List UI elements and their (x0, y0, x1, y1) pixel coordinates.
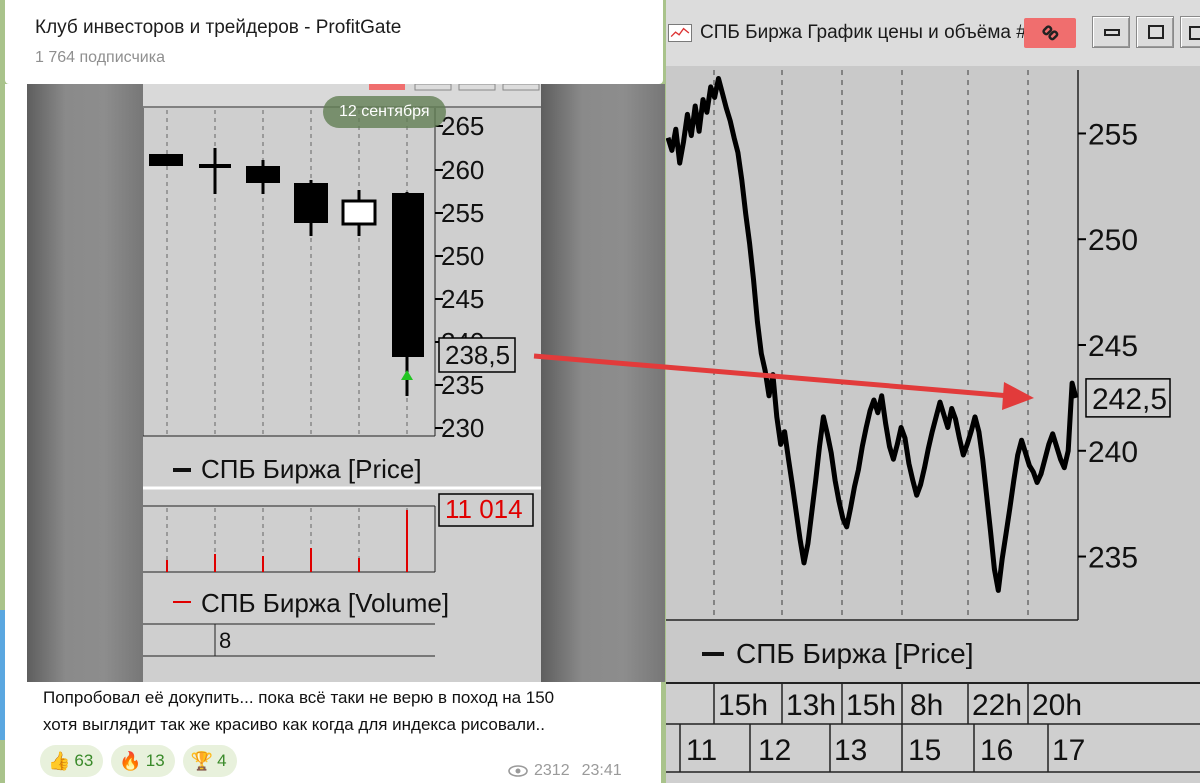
time-label: 15h (718, 689, 768, 722)
volume-bars (166, 510, 408, 572)
fire-icon: 🔥 (119, 751, 142, 771)
reaction-fire[interactable]: 🔥 13 (111, 745, 175, 777)
pin-button[interactable] (1024, 18, 1076, 48)
mini-price-tick: 265 (441, 111, 484, 141)
time-label: 8h (910, 689, 943, 722)
chart-window: СПБ Биржа График цены и объёма #2 - [5 (665, 0, 1200, 783)
date-badge: 12 сентября (323, 96, 446, 128)
eye-icon (508, 765, 528, 777)
y-tick-label: 240 (1088, 436, 1138, 469)
day-label: 15 (908, 734, 941, 767)
post-time: 23:41 (581, 762, 622, 779)
y-tick-label: 245 (1088, 330, 1138, 363)
chart-app-icon (668, 24, 692, 42)
mini-chart: 265 260 255 250 245 240 235 230 238,5 СП… (142, 84, 541, 657)
day-label: 11 (686, 734, 717, 767)
mini-price-marker: 238,5 (445, 340, 510, 370)
mini-price-tick: 235 (441, 370, 484, 400)
pin-icon (1042, 25, 1059, 41)
reaction-trophy[interactable]: 🏆 4 (182, 745, 237, 777)
mini-price-tick: 260 (441, 155, 484, 185)
post-bubble: 265 260 255 250 245 240 235 230 238,5 СП… (5, 84, 665, 783)
reaction-count: 4 (217, 751, 227, 770)
time-label: 20h (1032, 689, 1082, 722)
time-axis: 15h 13h 15h 8h 22h 20h 11 12 13 15 16 17 (666, 682, 1200, 783)
window-titlebar[interactable]: СПБ Биржа График цены и объёма #2 - [5 (666, 0, 1200, 66)
post-text-line: Попробовал её докупить... пока всё таки … (43, 688, 555, 707)
candlestick-series (149, 148, 424, 396)
day-label: 13 (834, 734, 867, 767)
mini-bottom-label: 8 (219, 628, 231, 653)
up-arrow-icon (401, 370, 413, 380)
reaction-thumbs-up[interactable]: 👍 63 (40, 745, 104, 777)
mini-volume-legend: СПБ Биржа [Volume] (201, 588, 449, 618)
time-label: 15h (846, 689, 896, 722)
legend-label: СПБ Биржа [Price] (736, 638, 974, 669)
post-meta: 2312 23:41 (508, 762, 622, 780)
y-tick-label: 250 (1088, 224, 1138, 257)
time-label: 13h (786, 689, 836, 722)
minimize-icon (1104, 29, 1120, 36)
image-margin-left (27, 84, 143, 682)
mini-chart-window: 265 260 255 250 245 240 235 230 238,5 СП… (142, 84, 541, 682)
legend-swatch (702, 652, 724, 656)
mini-price-tick: 245 (441, 284, 484, 314)
mini-price-tick: 255 (441, 198, 484, 228)
price-series-line (665, 76, 1079, 593)
post-image[interactable]: 265 260 255 250 245 240 235 230 238,5 СП… (27, 84, 665, 682)
price-chart: 255 250 245 240 235 242,5 СПБ Биржа [Pri… (665, 66, 1200, 783)
channel-header[interactable]: Клуб инвесторов и трейдеров - ProfitGate… (5, 0, 663, 84)
mini-volume-marker: 11 014 (445, 494, 523, 524)
time-axis-grid: 15h 13h 15h 8h 22h 20h 11 12 13 15 16 17 (666, 682, 1200, 773)
image-margin-right (541, 84, 665, 682)
y-tick-label: 255 (1088, 118, 1138, 151)
maximize-icon (1148, 25, 1164, 39)
post-text: Попробовал её докупить... пока всё таки … (43, 684, 663, 738)
maximize-button[interactable] (1136, 16, 1174, 48)
day-label: 16 (980, 734, 1013, 767)
price-legend: СПБ Биржа [Price] (702, 638, 974, 670)
minimize-button[interactable] (1092, 16, 1130, 48)
trophy-icon: 🏆 (190, 751, 214, 771)
day-label: 17 (1052, 734, 1085, 767)
price-line-chart: 255 250 245 240 235 242,5 (665, 66, 1171, 621)
price-marker-label: 242,5 (1092, 383, 1167, 416)
chat-edge-strip (0, 610, 8, 740)
subscriber-count: 1 764 подписчика (35, 49, 165, 66)
price-marker-box (1085, 378, 1171, 418)
close-icon (1189, 26, 1200, 40)
y-tick-label: 235 (1088, 542, 1138, 575)
day-label: 12 (758, 734, 791, 767)
time-label: 22h (972, 689, 1022, 722)
channel-title: Клуб инвесторов и трейдеров - ProfitGate (35, 17, 402, 38)
reaction-count: 13 (145, 751, 165, 770)
reaction-bar: 👍 63 🔥 13 🏆 4 (40, 745, 237, 777)
view-count: 2312 (534, 762, 570, 779)
thumbs-up-icon: 👍 (48, 751, 71, 771)
close-button[interactable] (1180, 16, 1200, 48)
mini-price-legend: СПБ Биржа [Price] (201, 454, 422, 484)
mini-price-tick: 230 (441, 413, 484, 443)
reaction-count: 63 (74, 751, 94, 770)
post-text-line: хотя выглядит так же красиво как когда д… (43, 715, 545, 734)
window-title: СПБ Биржа График цены и объёма #2 - [5 (700, 22, 1071, 43)
mini-price-tick: 250 (441, 241, 484, 271)
